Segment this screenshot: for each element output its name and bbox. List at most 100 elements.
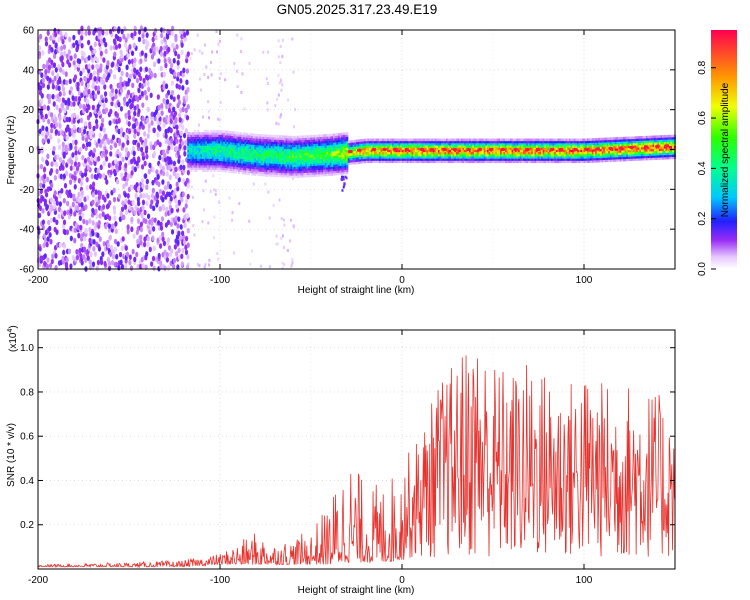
spectrogram-cell: [167, 144, 171, 151]
spectrogram-cell: [188, 145, 192, 148]
spectrogram-cell: [277, 167, 280, 171]
spectrogram-cell: [209, 190, 212, 194]
spectrogram-cell: [321, 147, 324, 151]
spectrogram-cell: [113, 215, 117, 221]
spectrogram-cell: [123, 192, 128, 198]
spectrogram-cell: [339, 141, 342, 145]
spectrogram-cell: [328, 144, 331, 148]
spectrogram-cell: [473, 147, 477, 150]
spectrogram-cell: [416, 149, 419, 153]
spectrogram-cell: [498, 142, 501, 146]
spectrogram-cell: [337, 172, 341, 176]
spectrogram-cell: [346, 154, 349, 157]
spectrogram-cell: [414, 138, 418, 142]
spectrogram-cell: [213, 136, 216, 140]
spectrogram-cell: [285, 161, 288, 165]
spectrogram-cell: [400, 149, 403, 153]
spectrogram-cell: [296, 166, 300, 169]
spectrogram-cell: [192, 158, 195, 162]
spectrogram-cell: [316, 154, 319, 157]
spectrogram-cell: [73, 184, 77, 190]
spectrogram-cell: [370, 151, 373, 155]
spectrogram-cell: [480, 145, 483, 148]
spectrogram-cell: [364, 158, 367, 162]
spectrogram-cell: [71, 254, 75, 261]
spectrogram-cell: [252, 142, 255, 145]
spectrogram-cell: [280, 139, 283, 143]
spectrogram-cell: [310, 154, 313, 158]
spectrogram-cell: [193, 158, 196, 162]
spectrogram-cell: [175, 138, 179, 144]
spectrogram-cell: [539, 156, 542, 159]
spectrogram-cell: [98, 236, 102, 242]
spectrogram-cell: [403, 147, 406, 150]
spectrogram-cell: [102, 108, 106, 115]
spectrogram-cell: [509, 149, 513, 153]
spectrogram-cell: [333, 162, 336, 165]
spectrogram-cell: [475, 158, 478, 161]
spectrogram-cell: [287, 137, 290, 141]
spectrogram-cell: [244, 169, 247, 173]
spectrogram-cell: [347, 158, 350, 161]
spectrogram-cell: [264, 143, 267, 146]
spectrogram-cell: [62, 44, 67, 50]
spectrogram-cell: [378, 158, 382, 161]
spectrogram-cell: [395, 142, 398, 146]
spectrogram-cell: [339, 156, 342, 160]
spectrogram-cell: [69, 55, 73, 61]
spectrogram-cell: [428, 156, 431, 159]
spectrogram-cell: [423, 140, 426, 144]
spectrogram-cell: [421, 140, 424, 144]
spectrogram-cell: [220, 160, 223, 164]
spectrogram-cell: [106, 242, 110, 249]
spectrogram-cell: [346, 147, 349, 151]
spectrogram-cell: [254, 135, 257, 139]
spectrogram-cell: [145, 184, 149, 191]
spectrogram-cell: [321, 165, 324, 168]
spectrogram-cell: [527, 142, 531, 146]
spectrogram-cell: [506, 145, 509, 148]
spectrogram-cell: [395, 140, 398, 144]
spectrogram-cell: [48, 262, 53, 269]
spectrogram-cell: [185, 30, 190, 36]
spectrogram-cell: [319, 156, 323, 159]
spectrogram-cell: [282, 155, 285, 158]
spectrogram-cell: [91, 199, 95, 206]
spectrogram-cell: [290, 138, 293, 141]
spectrogram-cell: [275, 152, 278, 156]
spectrogram-cell: [221, 147, 224, 151]
spectrogram-cell: [473, 158, 477, 161]
spectrogram-cell: [318, 167, 321, 171]
spectrogram-cell: [401, 149, 405, 153]
spectrogram-cell: [270, 139, 273, 142]
spectrogram-cell: [267, 145, 270, 149]
spectrogram-cell: [308, 161, 311, 164]
spectrogram-cell: [190, 151, 193, 155]
spectrogram-cell: [102, 57, 106, 63]
spectrogram-cell: [55, 200, 59, 206]
spectrogram-cell: [493, 158, 496, 161]
spectrogram-cell: [373, 140, 377, 144]
spectrogram-cell: [278, 141, 282, 145]
spectrogram-cell: [275, 145, 278, 149]
spectrogram-cell: [321, 167, 324, 170]
spectrogram-cell: [244, 163, 247, 166]
spectrogram-cell: [406, 145, 409, 148]
spectrogram-cell: [205, 162, 208, 166]
spectrogram-cell: [218, 154, 221, 157]
spectrogram-cell: [52, 101, 56, 107]
spectrogram-cell: [224, 134, 228, 138]
spectrogram-cell: [519, 147, 522, 150]
spectrogram-cell: [483, 156, 486, 159]
spectrogram-cell: [410, 160, 413, 164]
spectrogram-cell: [267, 50, 270, 54]
spectrogram-cell: [333, 153, 336, 156]
spectrogram-cell: [128, 44, 132, 50]
spectrogram-cell: [208, 136, 211, 140]
spectrogram-cell: [233, 144, 236, 148]
spectrogram-cell: [251, 137, 254, 141]
spectrogram-cell: [308, 150, 311, 154]
spectrogram-cell: [521, 145, 524, 148]
spectrogram-cell: [272, 163, 275, 166]
